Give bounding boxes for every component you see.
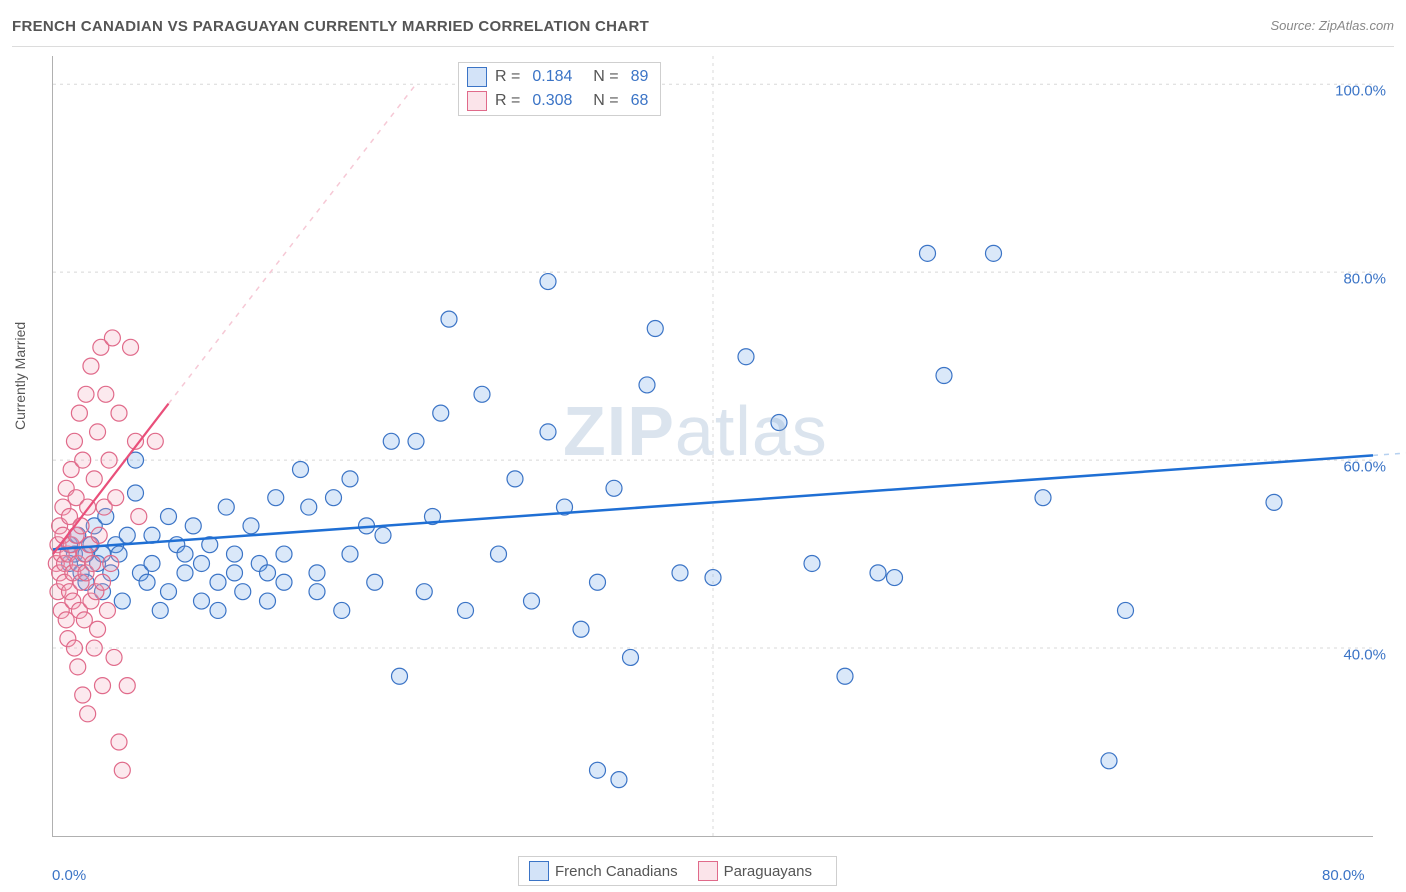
stat-r-label: R = — [495, 92, 520, 110]
legend-swatch — [529, 861, 549, 881]
stat-r-value: 0.308 — [528, 92, 576, 110]
stat-n-label: N = — [584, 68, 618, 86]
stats-row: R = 0.308 N = 68 — [467, 89, 652, 113]
y-tick-label: 60.0% — [1343, 459, 1386, 476]
stat-r-label: R = — [495, 68, 520, 86]
plot-area: ZIPatlas — [52, 56, 1373, 837]
y-tick-label: 80.0% — [1343, 271, 1386, 288]
stats-row: R = 0.184 N = 89 — [467, 65, 652, 89]
y-tick-label: 100.0% — [1335, 83, 1386, 100]
series-swatch — [467, 91, 487, 111]
x-tick-label: 0.0% — [52, 867, 86, 884]
series-legend: French Canadians Paraguayans — [518, 856, 837, 886]
series-swatch — [467, 67, 487, 87]
stat-r-value: 0.184 — [528, 68, 576, 86]
stat-n-label: N = — [584, 92, 618, 110]
source-attribution: Source: ZipAtlas.com — [1270, 18, 1394, 33]
y-axis-label: Currently Married — [12, 322, 28, 430]
chart-title: FRENCH CANADIAN VS PARAGUAYAN CURRENTLY … — [12, 18, 649, 35]
stat-n-value: 68 — [627, 92, 653, 110]
legend-swatch — [698, 861, 718, 881]
legend-label: French Canadians — [555, 863, 678, 880]
correlation-stats-box: R = 0.184 N = 89R = 0.308 N = 68 — [458, 62, 661, 116]
scatter-svg — [53, 56, 1373, 836]
legend-label: Paraguayans — [724, 863, 812, 880]
stat-n-value: 89 — [627, 68, 653, 86]
y-tick-label: 40.0% — [1343, 647, 1386, 664]
x-tick-label: 80.0% — [1322, 867, 1365, 884]
